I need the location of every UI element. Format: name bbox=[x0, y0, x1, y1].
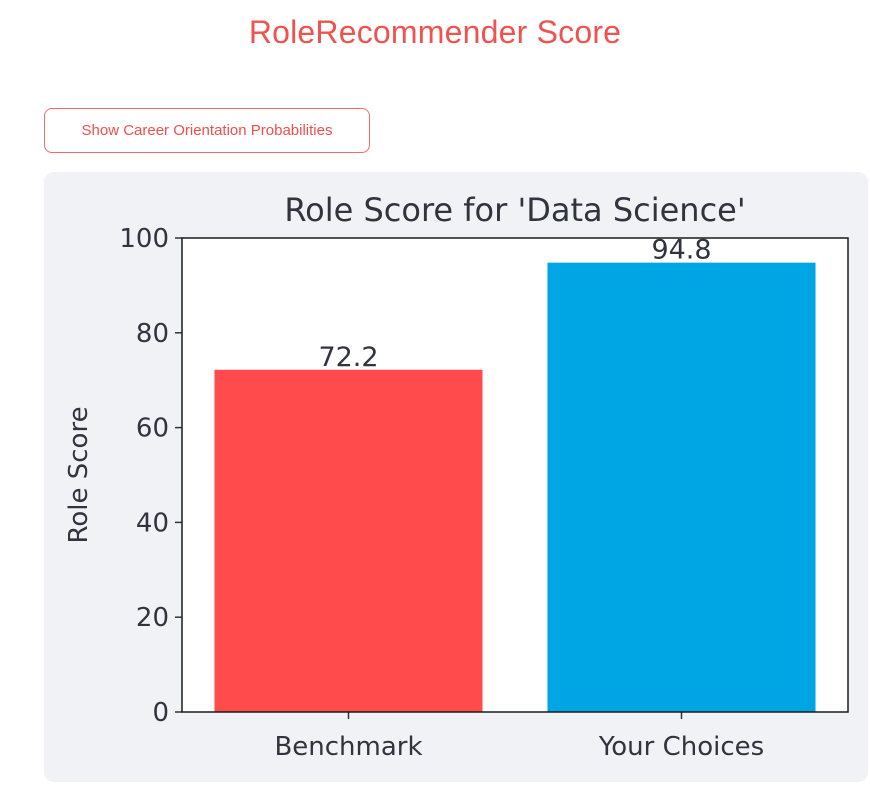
chart-panel: Role Score for 'Data Science' 72.2 Benchm… bbox=[44, 172, 868, 782]
plot-area: 72.2 Benchmark 94.8 Your Choices 0 20 40 60 80 10… bbox=[119, 224, 849, 762]
bar-your-choices bbox=[547, 262, 816, 712]
y-tick-label-20: 20 bbox=[136, 603, 169, 633]
x-tick-label-benchmark: Benchmark bbox=[274, 732, 422, 762]
role-score-chart: Role Score for 'Data Science' 72.2 Benchm… bbox=[64, 191, 849, 762]
plot-frame bbox=[181, 237, 849, 713]
x-tick-label-your-choices: Your Choices bbox=[598, 732, 764, 762]
value-label-your-choices: 94.8 bbox=[651, 235, 711, 266]
show-career-orientation-probabilities-button[interactable]: Show Career Orientation Probabilities bbox=[44, 108, 370, 153]
y-tick-label-40: 40 bbox=[136, 508, 169, 538]
y-tick-label-100: 100 bbox=[119, 224, 169, 254]
y-tick-label-80: 80 bbox=[136, 319, 169, 349]
value-label-benchmark: 72.2 bbox=[318, 342, 378, 373]
chart-title: Role Score for 'Data Science' bbox=[284, 191, 745, 229]
y-tick-label-0: 0 bbox=[152, 698, 169, 728]
page-title: RoleRecommender Score bbox=[248, 14, 622, 50]
y-axis-label: Role Score bbox=[64, 406, 94, 543]
y-tick-label-60: 60 bbox=[136, 414, 169, 444]
bar-benchmark bbox=[214, 369, 483, 712]
